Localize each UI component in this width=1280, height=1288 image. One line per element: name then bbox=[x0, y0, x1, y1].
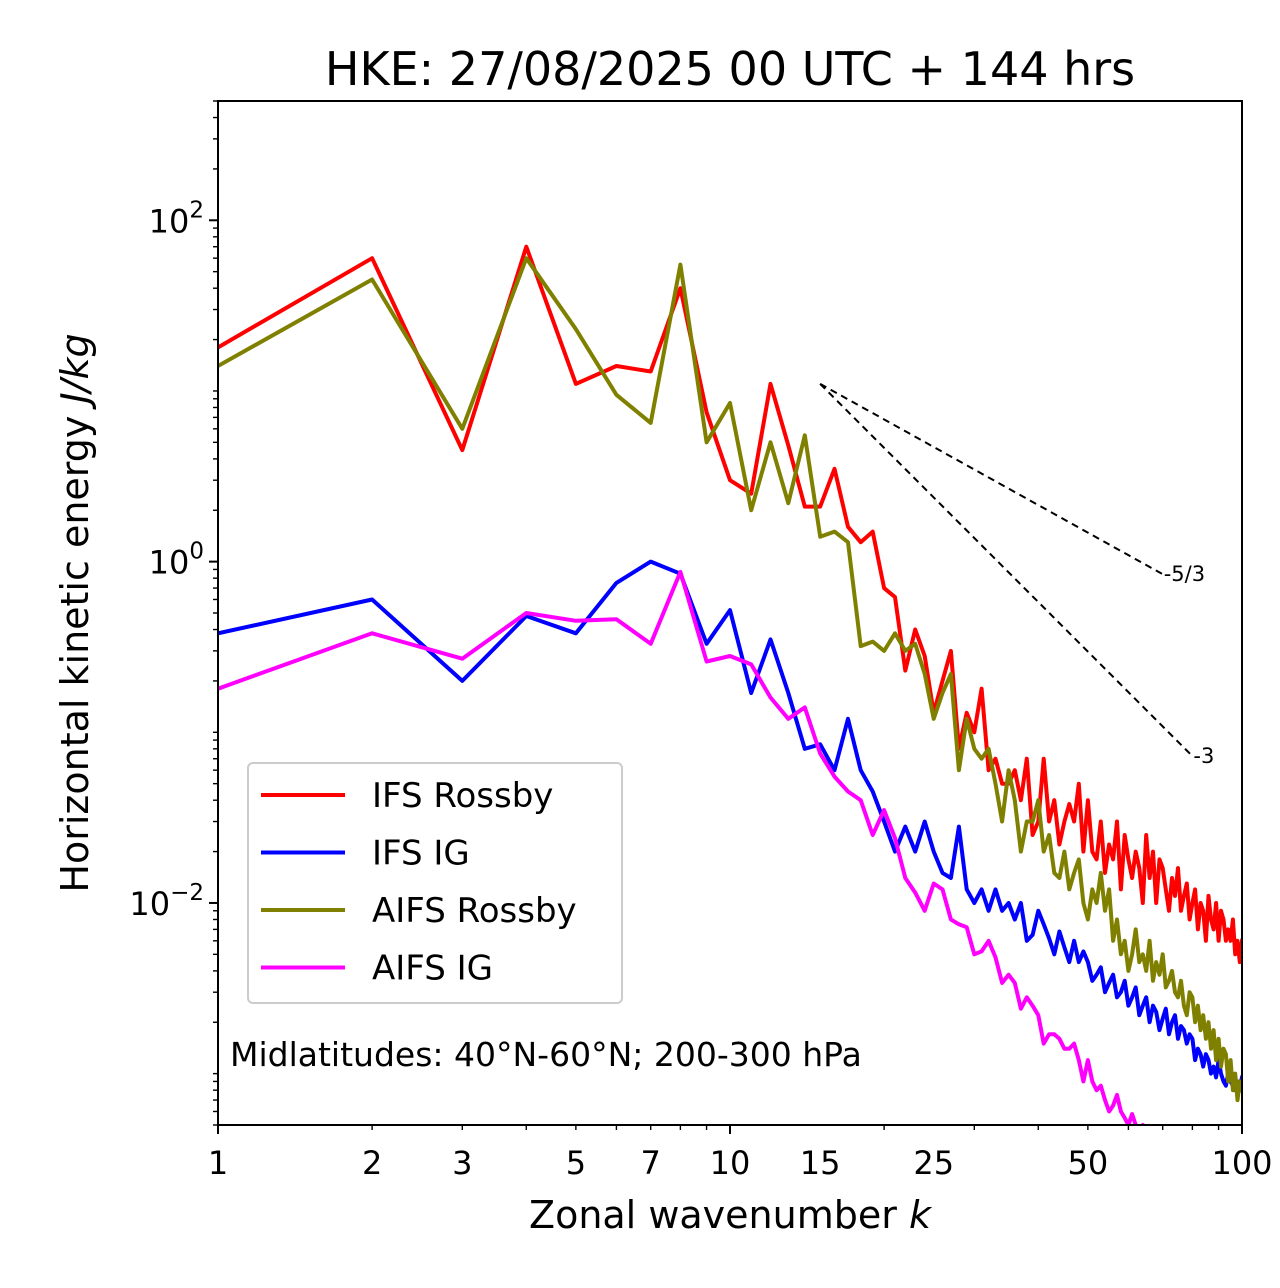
series-line-ifs-ig bbox=[218, 559, 1242, 1093]
chart-title: HKE: 27/08/2025 00 UTC + 144 hrs bbox=[325, 42, 1135, 96]
x-tick-label: 3 bbox=[452, 1144, 472, 1182]
legend-label-aifs-ig: AIFS IG bbox=[372, 949, 493, 989]
legend-label-ifs-ig: IFS IG bbox=[372, 834, 470, 874]
reference-slope-layer: -5/3 -3 bbox=[819, 383, 1214, 768]
reference-line-3 bbox=[819, 383, 1194, 757]
x-tick-label: 15 bbox=[800, 1144, 841, 1182]
y-axis-label: Horizontal kinetic energy J/kg bbox=[53, 333, 97, 892]
legend: IFS Rossby IFS IG AIFS Rossby AIFS IG bbox=[247, 762, 623, 1004]
y-tick-label: 102 bbox=[149, 197, 204, 240]
legend-entries: IFS Rossby IFS IG AIFS Rossby AIFS IG bbox=[261, 776, 577, 989]
series-line-aifs-ig bbox=[218, 569, 1145, 1125]
x-tick-label: 10 bbox=[710, 1144, 751, 1182]
y-tick-label: 100 bbox=[149, 539, 204, 582]
series-layer bbox=[218, 244, 1242, 1125]
x-axis-ticks: 1 2 3 5 7 10 15 25 50 100 bbox=[208, 1125, 1273, 1182]
series-line-aifs-rossby bbox=[218, 256, 1242, 1103]
series-line-ifs-rossby bbox=[218, 244, 1242, 965]
x-tick-label: 5 bbox=[566, 1144, 586, 1182]
reference-line-5-3 bbox=[819, 383, 1164, 576]
y-axis-ticks: 102 100 10−2 bbox=[129, 100, 218, 1126]
x-axis-label: Zonal wavenumber k bbox=[529, 1193, 933, 1237]
x-tick-label: 100 bbox=[1211, 1144, 1272, 1182]
x-tick-label: 1 bbox=[208, 1144, 228, 1182]
reference-line-label: -3 bbox=[1193, 744, 1214, 768]
x-tick-label: 2 bbox=[362, 1144, 382, 1182]
x-tick-label: 50 bbox=[1068, 1144, 1109, 1182]
legend-box bbox=[247, 762, 623, 1004]
y-tick-label: 10−2 bbox=[129, 880, 204, 923]
legend-label-ifs-rossby: IFS Rossby bbox=[372, 776, 553, 816]
x-tick-label: 25 bbox=[913, 1144, 954, 1182]
region-annotation: Midlatitudes: 40°N-60°N; 200-300 hPa bbox=[230, 1035, 862, 1074]
reference-line-label: -5/3 bbox=[1164, 562, 1205, 586]
legend-label-aifs-rossby: AIFS Rossby bbox=[372, 891, 577, 931]
x-tick-label: 7 bbox=[641, 1144, 661, 1182]
